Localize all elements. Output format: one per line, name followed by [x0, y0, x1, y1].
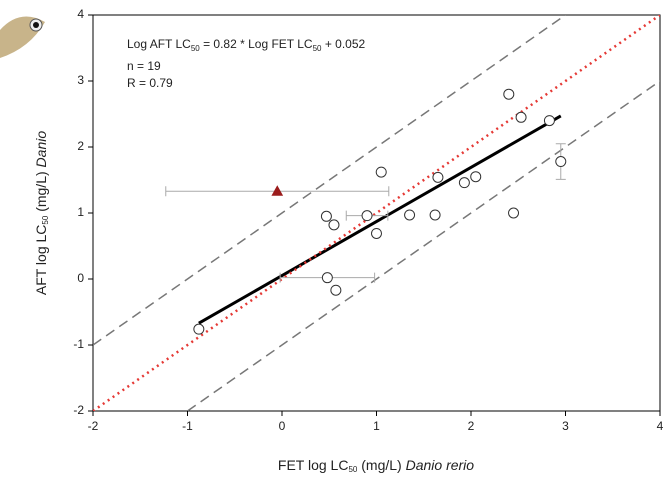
- y-tick-label: -1: [73, 337, 84, 351]
- equation: Log AFT LC50 = 0.82 * Log FET LC50 + 0.0…: [127, 37, 366, 53]
- x-tick-label: 0: [279, 419, 286, 433]
- y-axis-label: AFT log LC50 (mg/L) Danio: [33, 131, 50, 295]
- circle-point: [458, 177, 470, 189]
- plot-area: [93, 15, 660, 411]
- n-label: n = 19: [127, 59, 161, 73]
- x-tick-label: 2: [468, 419, 475, 433]
- circle-point: [503, 88, 515, 100]
- line-dashed: [93, 15, 566, 346]
- x-tick-label: 4: [657, 419, 664, 433]
- circle-point: [404, 209, 416, 221]
- r-label: R = 0.79: [127, 76, 173, 90]
- circle-point: [361, 210, 373, 222]
- x-tick-label: 1: [373, 419, 380, 433]
- circle-point: [429, 209, 441, 221]
- line-dashed: [187, 80, 660, 411]
- x-axis-label: FET log LC50 (mg/L) Danio rerio: [278, 457, 474, 474]
- y-tick-label: 1: [77, 205, 84, 219]
- circle-point: [515, 111, 527, 123]
- y-tick-label: 3: [77, 73, 84, 87]
- line-dotted: [93, 15, 660, 411]
- y-tick-label: -2: [73, 403, 84, 417]
- x-tick-label: -2: [88, 419, 99, 433]
- circle-point: [470, 171, 482, 183]
- circle-point: [371, 227, 382, 239]
- circle-point: [432, 171, 444, 183]
- circle-point: [508, 207, 520, 219]
- line-solid: [198, 114, 562, 325]
- circle-point: [321, 272, 333, 284]
- x-tick-label: 3: [562, 419, 569, 433]
- circle-point: [193, 323, 205, 335]
- y-tick-label: 0: [77, 271, 84, 285]
- triangle-point: [271, 185, 284, 196]
- circle-point: [320, 210, 332, 222]
- y-tick-label: 2: [77, 139, 84, 153]
- y-tick-label: 4: [77, 7, 84, 21]
- circle-point: [543, 115, 555, 127]
- circle-point: [555, 156, 567, 168]
- circle-point: [330, 284, 342, 296]
- circle-point: [375, 166, 387, 178]
- circle-point: [328, 219, 340, 231]
- x-tick-label: -1: [182, 419, 193, 433]
- fish-icon: [0, 16, 45, 58]
